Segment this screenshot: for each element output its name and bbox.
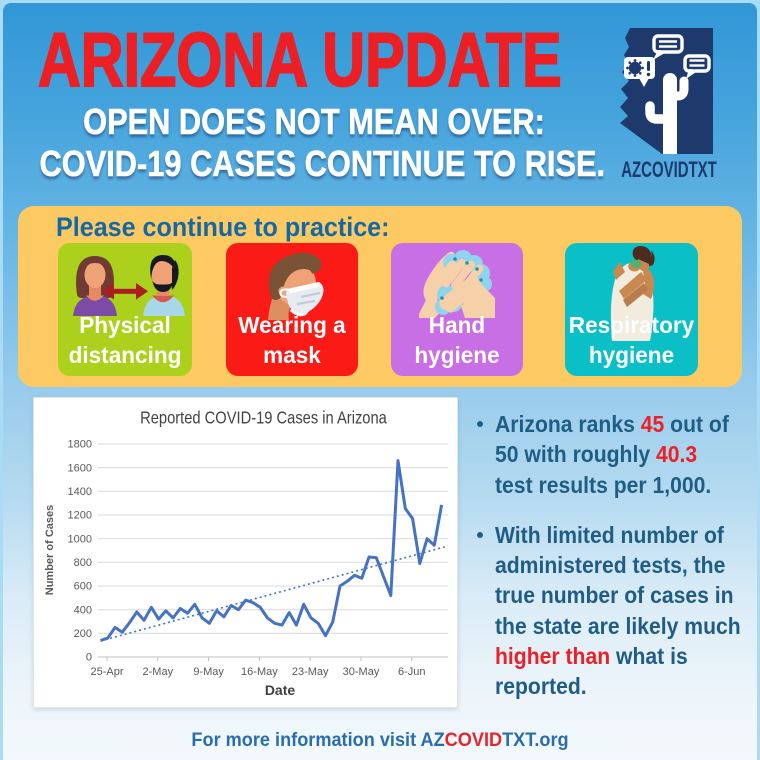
svg-text:Reported COVID-19 Cases in Ari: Reported COVID-19 Cases in Arizona [140,408,387,427]
svg-text:1400: 1400 [68,486,92,498]
svg-text:30-May: 30-May [343,666,380,678]
svg-text:400: 400 [74,604,92,616]
svg-text:AZCOVIDTXT: AZCOVIDTXT [621,157,717,182]
svg-text:23-May: 23-May [292,666,329,678]
svg-text:Number of Cases: Number of Cases [44,505,56,595]
svg-text:25-Apr: 25-Apr [90,666,123,678]
svg-text:0: 0 [86,652,92,664]
svg-text:6-Jun: 6-Jun [398,666,426,678]
svg-text:1200: 1200 [68,510,92,522]
svg-text:16-May: 16-May [241,666,278,678]
svg-text:200: 200 [74,628,92,640]
svg-text:1600: 1600 [68,462,92,474]
svg-text:9-May: 9-May [193,666,224,678]
svg-text:800: 800 [74,557,92,569]
svg-text:600: 600 [74,581,92,593]
svg-text:2-May: 2-May [143,666,174,678]
svg-text:1800: 1800 [68,439,92,451]
svg-text:1000: 1000 [68,533,92,545]
svg-text:Date: Date [265,682,296,698]
